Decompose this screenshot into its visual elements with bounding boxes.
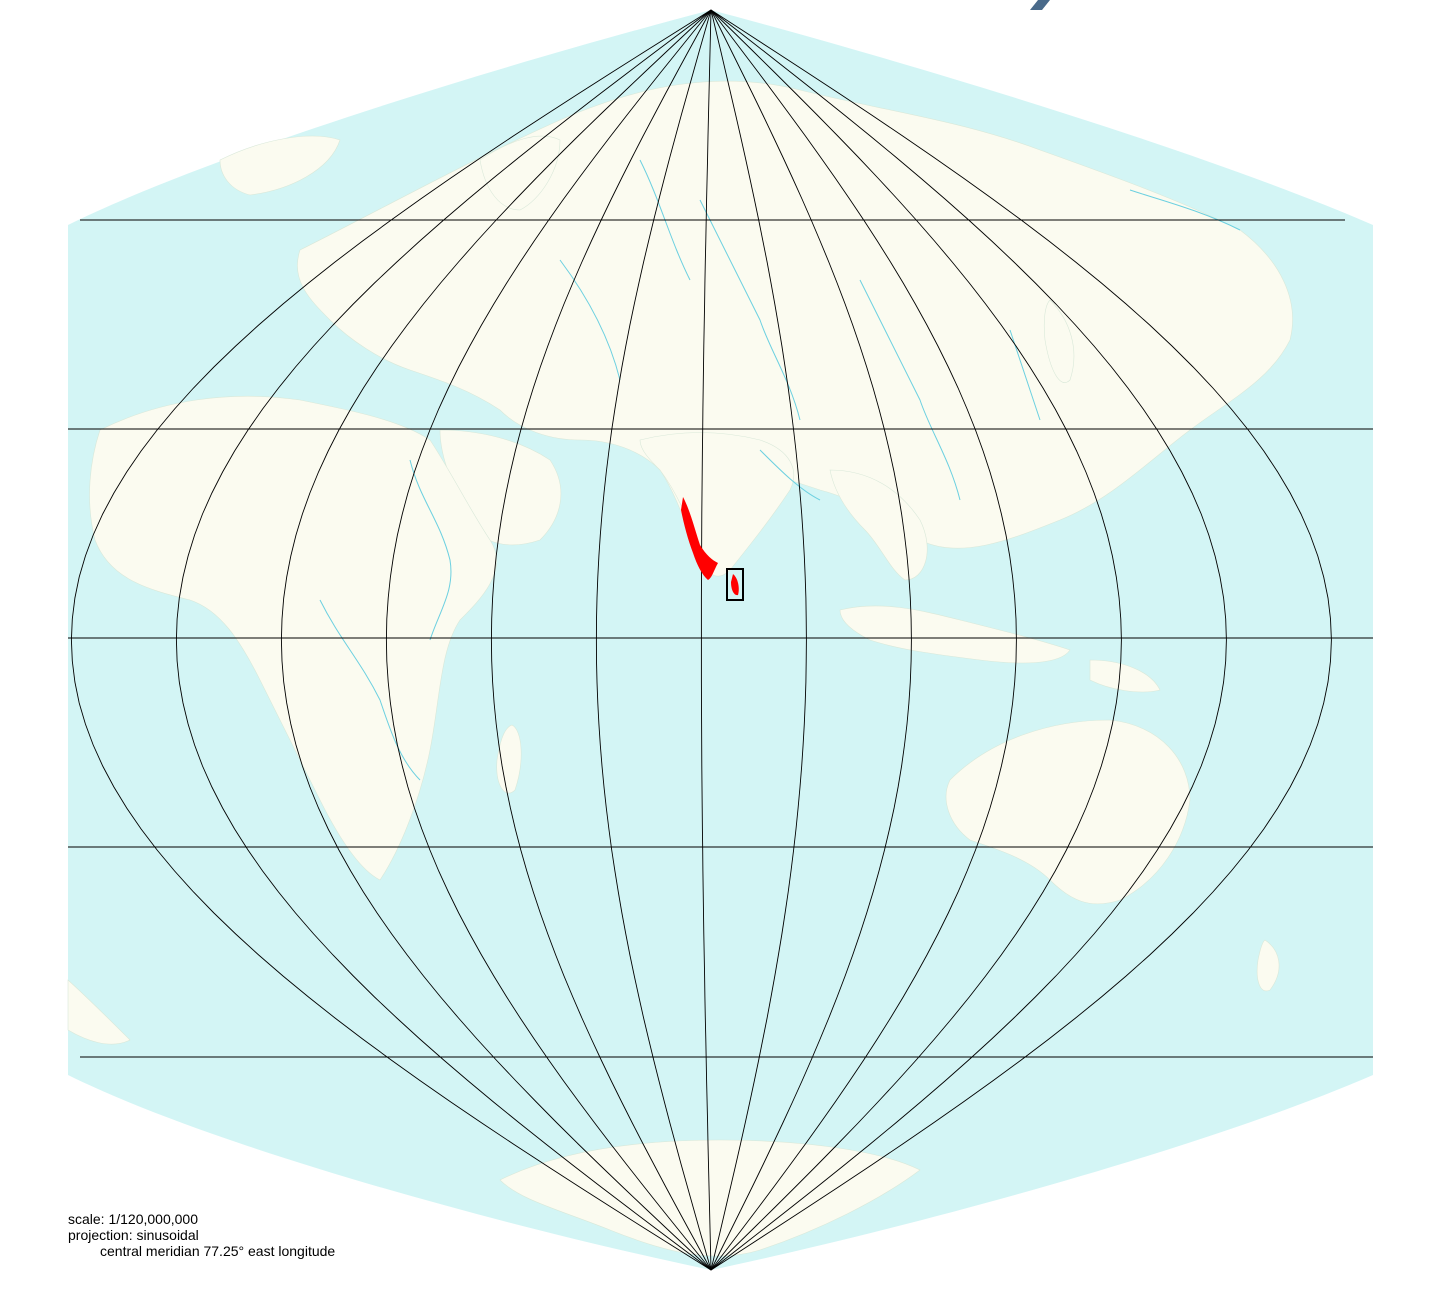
land-australia: [945, 719, 1191, 905]
meridian-line: [175, 9, 712, 1271]
land-japan: [1043, 299, 1075, 383]
meridian-line: [710, 9, 1332, 1271]
meridian-line: [710, 9, 1227, 1271]
sri-lanka: [731, 574, 739, 596]
land-southeast-asia: [829, 469, 928, 581]
meridian-line: [710, 9, 1017, 1271]
meridian-line: [710, 9, 912, 1271]
graticule-meridians: [70, 9, 1332, 1271]
highlight-region: [681, 497, 718, 580]
land-madagascar: [496, 724, 522, 794]
graticule-parallels: [68, 219, 1373, 1058]
land-left-fragment: [67, 979, 131, 1045]
meridian-line: [595, 9, 712, 1271]
meridian-line: [280, 9, 712, 1271]
legend-scale: scale: 1/120,000,000: [68, 1211, 198, 1227]
land-new-guinea: [1089, 659, 1161, 693]
title-fragment: [1030, 0, 1050, 10]
land-masses: [67, 80, 1293, 1257]
land-scandinavia: [479, 135, 561, 211]
meridian-line: [70, 9, 712, 1271]
meridian-line: [385, 9, 712, 1271]
land-india: [639, 432, 795, 577]
meridian-line: [490, 9, 712, 1271]
land-antarctica: [499, 1139, 921, 1257]
land-indonesia: [839, 605, 1071, 664]
map-legend: scale: 1/120,000,000 projection: sinusoi…: [68, 1211, 335, 1259]
land-new-zealand: [1256, 939, 1280, 992]
meridian-line: [700, 9, 712, 1271]
meridian-line: [710, 9, 807, 1271]
inset-box: [726, 568, 744, 601]
legend-projection: projection: sinusoidal: [68, 1227, 199, 1243]
legend-meridian: central meridian 77.25° east longitude: [100, 1243, 336, 1259]
meridian-line: [710, 9, 1122, 1271]
land-greenland: [219, 135, 341, 196]
